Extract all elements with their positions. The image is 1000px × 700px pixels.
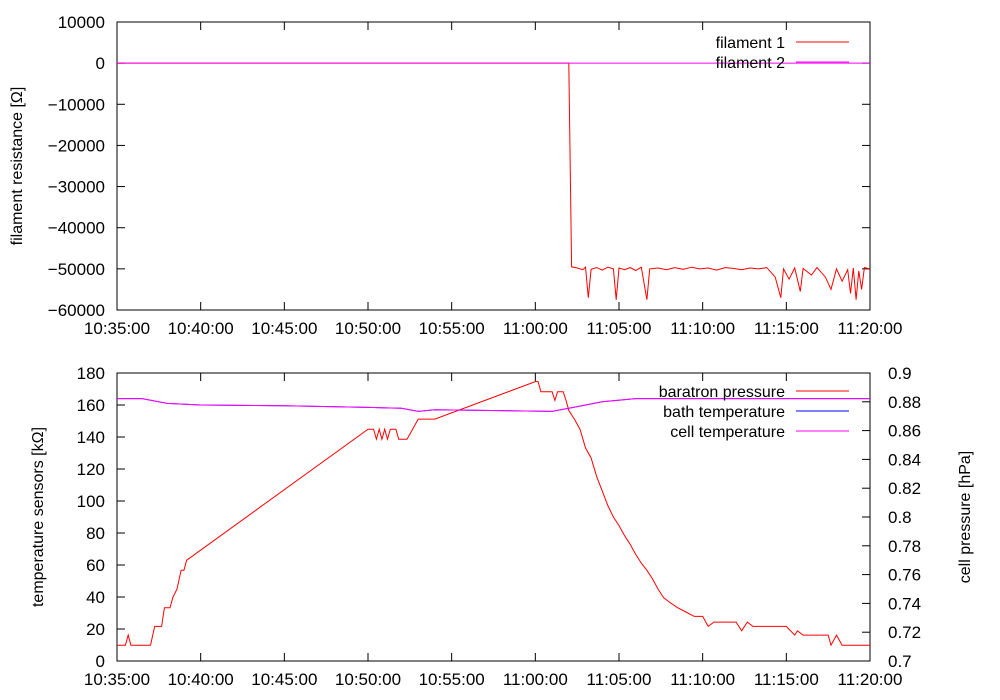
- top-plot-frame: [116, 21, 871, 311]
- top-series-group: [117, 62, 871, 300]
- bottom-y2-tick-2-label: 0.74: [888, 594, 921, 613]
- top-y-tick-0-label: 10000: [58, 13, 105, 32]
- bottom-x-tick-0-label: 10:35:00: [84, 670, 150, 689]
- top-y-axis-label: filament resistance [Ω]: [9, 87, 26, 246]
- top-x-tick-6-label: 11:05:00: [587, 319, 652, 338]
- bottom-y-tick-1-label: 20: [86, 620, 105, 639]
- top-panel: 10000 0 −10000 −20000 −30000 −40000 −50000 −600…: [9, 13, 902, 338]
- top-x-tick-3-label: 10:50:00: [335, 319, 401, 338]
- top-x-ticks: 10:35:00 10:40:00 10:45:00 10:50:00 10:55:00…: [84, 22, 903, 338]
- bottom-y-tick-5-label: 100: [77, 492, 105, 511]
- legend-label-baratron-pressure: baratron pressure: [659, 384, 785, 401]
- bottom-panel: 0 20 40 60 80 100 120 140 160 180 0.7 0.72 0.74 0.76…: [30, 364, 974, 689]
- bottom-y2-tick-7-label: 0.84: [888, 450, 921, 469]
- top-x-tick-0-label: 10:35:00: [84, 319, 150, 338]
- bottom-y-tick-7-label: 140: [77, 428, 105, 447]
- bottom-x-tick-9-label: 11:20:00: [838, 670, 903, 689]
- bottom-y2-tick-6-label: 0.82: [888, 479, 921, 498]
- bottom-y2-tick-1-label: 0.72: [888, 623, 921, 642]
- bottom-y-tick-6-label: 120: [77, 460, 105, 479]
- bottom-y-tick-2-label: 40: [86, 588, 105, 607]
- bottom-y-tick-0-label: 0: [96, 652, 105, 671]
- bottom-x-tick-7-label: 11:10:00: [670, 670, 735, 689]
- bottom-series-group: [117, 381, 870, 647]
- top-x-tick-1-label: 10:40:00: [168, 319, 234, 338]
- bottom-x-ticks: 10:35:00 10:40:00 10:45:00 10:50:00 10:55:00…: [84, 373, 903, 689]
- top-y-ticks: 10000 0 −10000 −20000 −30000 −40000 −50000 −600…: [48, 13, 870, 320]
- bottom-legend: baratron pressure bath temperature cell …: [659, 384, 849, 441]
- bottom-y-axis-label: temperature sensors [kΩ]: [30, 427, 47, 607]
- bottom-y-ticks: 0 20 40 60 80 100 120 140 160 180: [77, 364, 125, 671]
- series-line-baratron-pressure: [117, 381, 870, 647]
- legend-label-filament-2: filament 2: [716, 55, 785, 72]
- bottom-y-tick-8-label: 160: [77, 396, 105, 415]
- bottom-y-tick-9-label: 180: [77, 364, 105, 383]
- top-y-tick-2-label: −10000: [48, 95, 105, 114]
- bottom-y2-tick-0-label: 0.7: [888, 652, 912, 671]
- bottom-y2-axis-label: cell pressure [hPa]: [957, 451, 974, 584]
- bottom-y-tick-3-label: 60: [86, 556, 105, 575]
- bottom-x-tick-6-label: 11:05:00: [587, 670, 652, 689]
- legend-label-cell-temperature: cell temperature: [670, 424, 785, 441]
- bottom-y2-tick-9-label: 0.88: [888, 393, 921, 412]
- top-x-tick-9-label: 11:20:00: [838, 319, 903, 338]
- legend-label-bath-temperature: bath temperature: [663, 404, 785, 421]
- bottom-y2-ticks: 0.7 0.72 0.74 0.76 0.78 0.8 0.82 0.84 0.86 0.88 0.…: [862, 364, 921, 671]
- top-y-tick-1-label: 0: [96, 54, 105, 73]
- bottom-x-tick-4-label: 10:55:00: [419, 670, 485, 689]
- bottom-x-tick-1-label: 10:40:00: [168, 670, 234, 689]
- bottom-x-tick-5-label: 11:00:00: [503, 670, 568, 689]
- bottom-x-tick-3-label: 10:50:00: [335, 670, 401, 689]
- top-y-tick-5-label: −40000: [48, 219, 105, 238]
- bottom-y2-tick-4-label: 0.78: [888, 537, 921, 556]
- legend-label-filament-1: filament 1: [716, 35, 785, 52]
- top-y-tick-4-label: −30000: [48, 178, 105, 197]
- bottom-y2-tick-3-label: 0.76: [888, 566, 921, 585]
- top-legend: filament 1 filament 2: [716, 35, 849, 72]
- top-x-tick-2-label: 10:45:00: [251, 319, 317, 338]
- top-x-tick-7-label: 11:10:00: [670, 319, 735, 338]
- top-y-tick-7-label: −60000: [48, 301, 105, 320]
- bottom-y-tick-4-label: 80: [86, 524, 105, 543]
- bottom-x-tick-2-label: 10:45:00: [251, 670, 317, 689]
- bottom-y2-tick-5-label: 0.8: [888, 508, 912, 527]
- top-y-tick-3-label: −20000: [48, 136, 105, 155]
- bottom-x-tick-8-label: 11:15:00: [754, 670, 819, 689]
- bottom-y2-tick-8-label: 0.86: [888, 422, 921, 441]
- top-x-tick-5-label: 11:00:00: [503, 319, 568, 338]
- bottom-y2-tick-10-label: 0.9: [888, 364, 912, 383]
- top-x-tick-4-label: 10:55:00: [419, 319, 485, 338]
- series-line-cell-temperature: [117, 398, 870, 412]
- top-y-tick-6-label: −50000: [48, 260, 105, 279]
- series-line-filament-1: [117, 62, 871, 300]
- top-x-tick-8-label: 11:15:00: [754, 319, 819, 338]
